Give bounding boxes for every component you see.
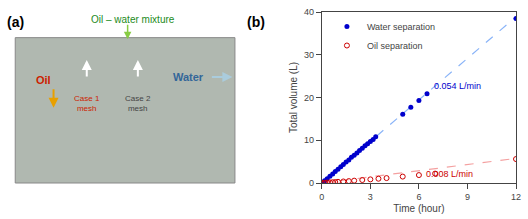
svg-text:(a): (a) bbox=[7, 14, 24, 30]
svg-text:Case 1mesh: Case 1mesh bbox=[74, 94, 100, 113]
svg-text:40: 40 bbox=[304, 7, 314, 17]
svg-text:Oil separation: Oil separation bbox=[367, 41, 423, 51]
svg-text:3: 3 bbox=[368, 192, 373, 202]
svg-text:0: 0 bbox=[309, 178, 314, 188]
svg-text:Case 2mesh: Case 2mesh bbox=[125, 94, 151, 113]
svg-text:Oil: Oil bbox=[36, 74, 51, 86]
svg-text:20: 20 bbox=[304, 93, 314, 103]
svg-text:(b): (b) bbox=[247, 14, 265, 30]
svg-text:10: 10 bbox=[304, 135, 314, 145]
svg-text:Total volume (L): Total volume (L) bbox=[288, 62, 299, 133]
svg-text:Oil – water mixture: Oil – water mixture bbox=[91, 14, 175, 25]
svg-text:0: 0 bbox=[319, 192, 324, 202]
svg-text:9: 9 bbox=[465, 192, 470, 202]
svg-text:30: 30 bbox=[304, 50, 314, 60]
svg-text:0.054 L/min: 0.054 L/min bbox=[434, 81, 481, 91]
svg-text:Water: Water bbox=[173, 71, 204, 83]
svg-text:0.008 L/min: 0.008 L/min bbox=[426, 169, 473, 179]
svg-text:6: 6 bbox=[416, 192, 421, 202]
svg-text:Water separation: Water separation bbox=[367, 22, 435, 32]
svg-text:12: 12 bbox=[511, 192, 521, 202]
svg-text:Time (hour): Time (hour) bbox=[393, 203, 444, 214]
